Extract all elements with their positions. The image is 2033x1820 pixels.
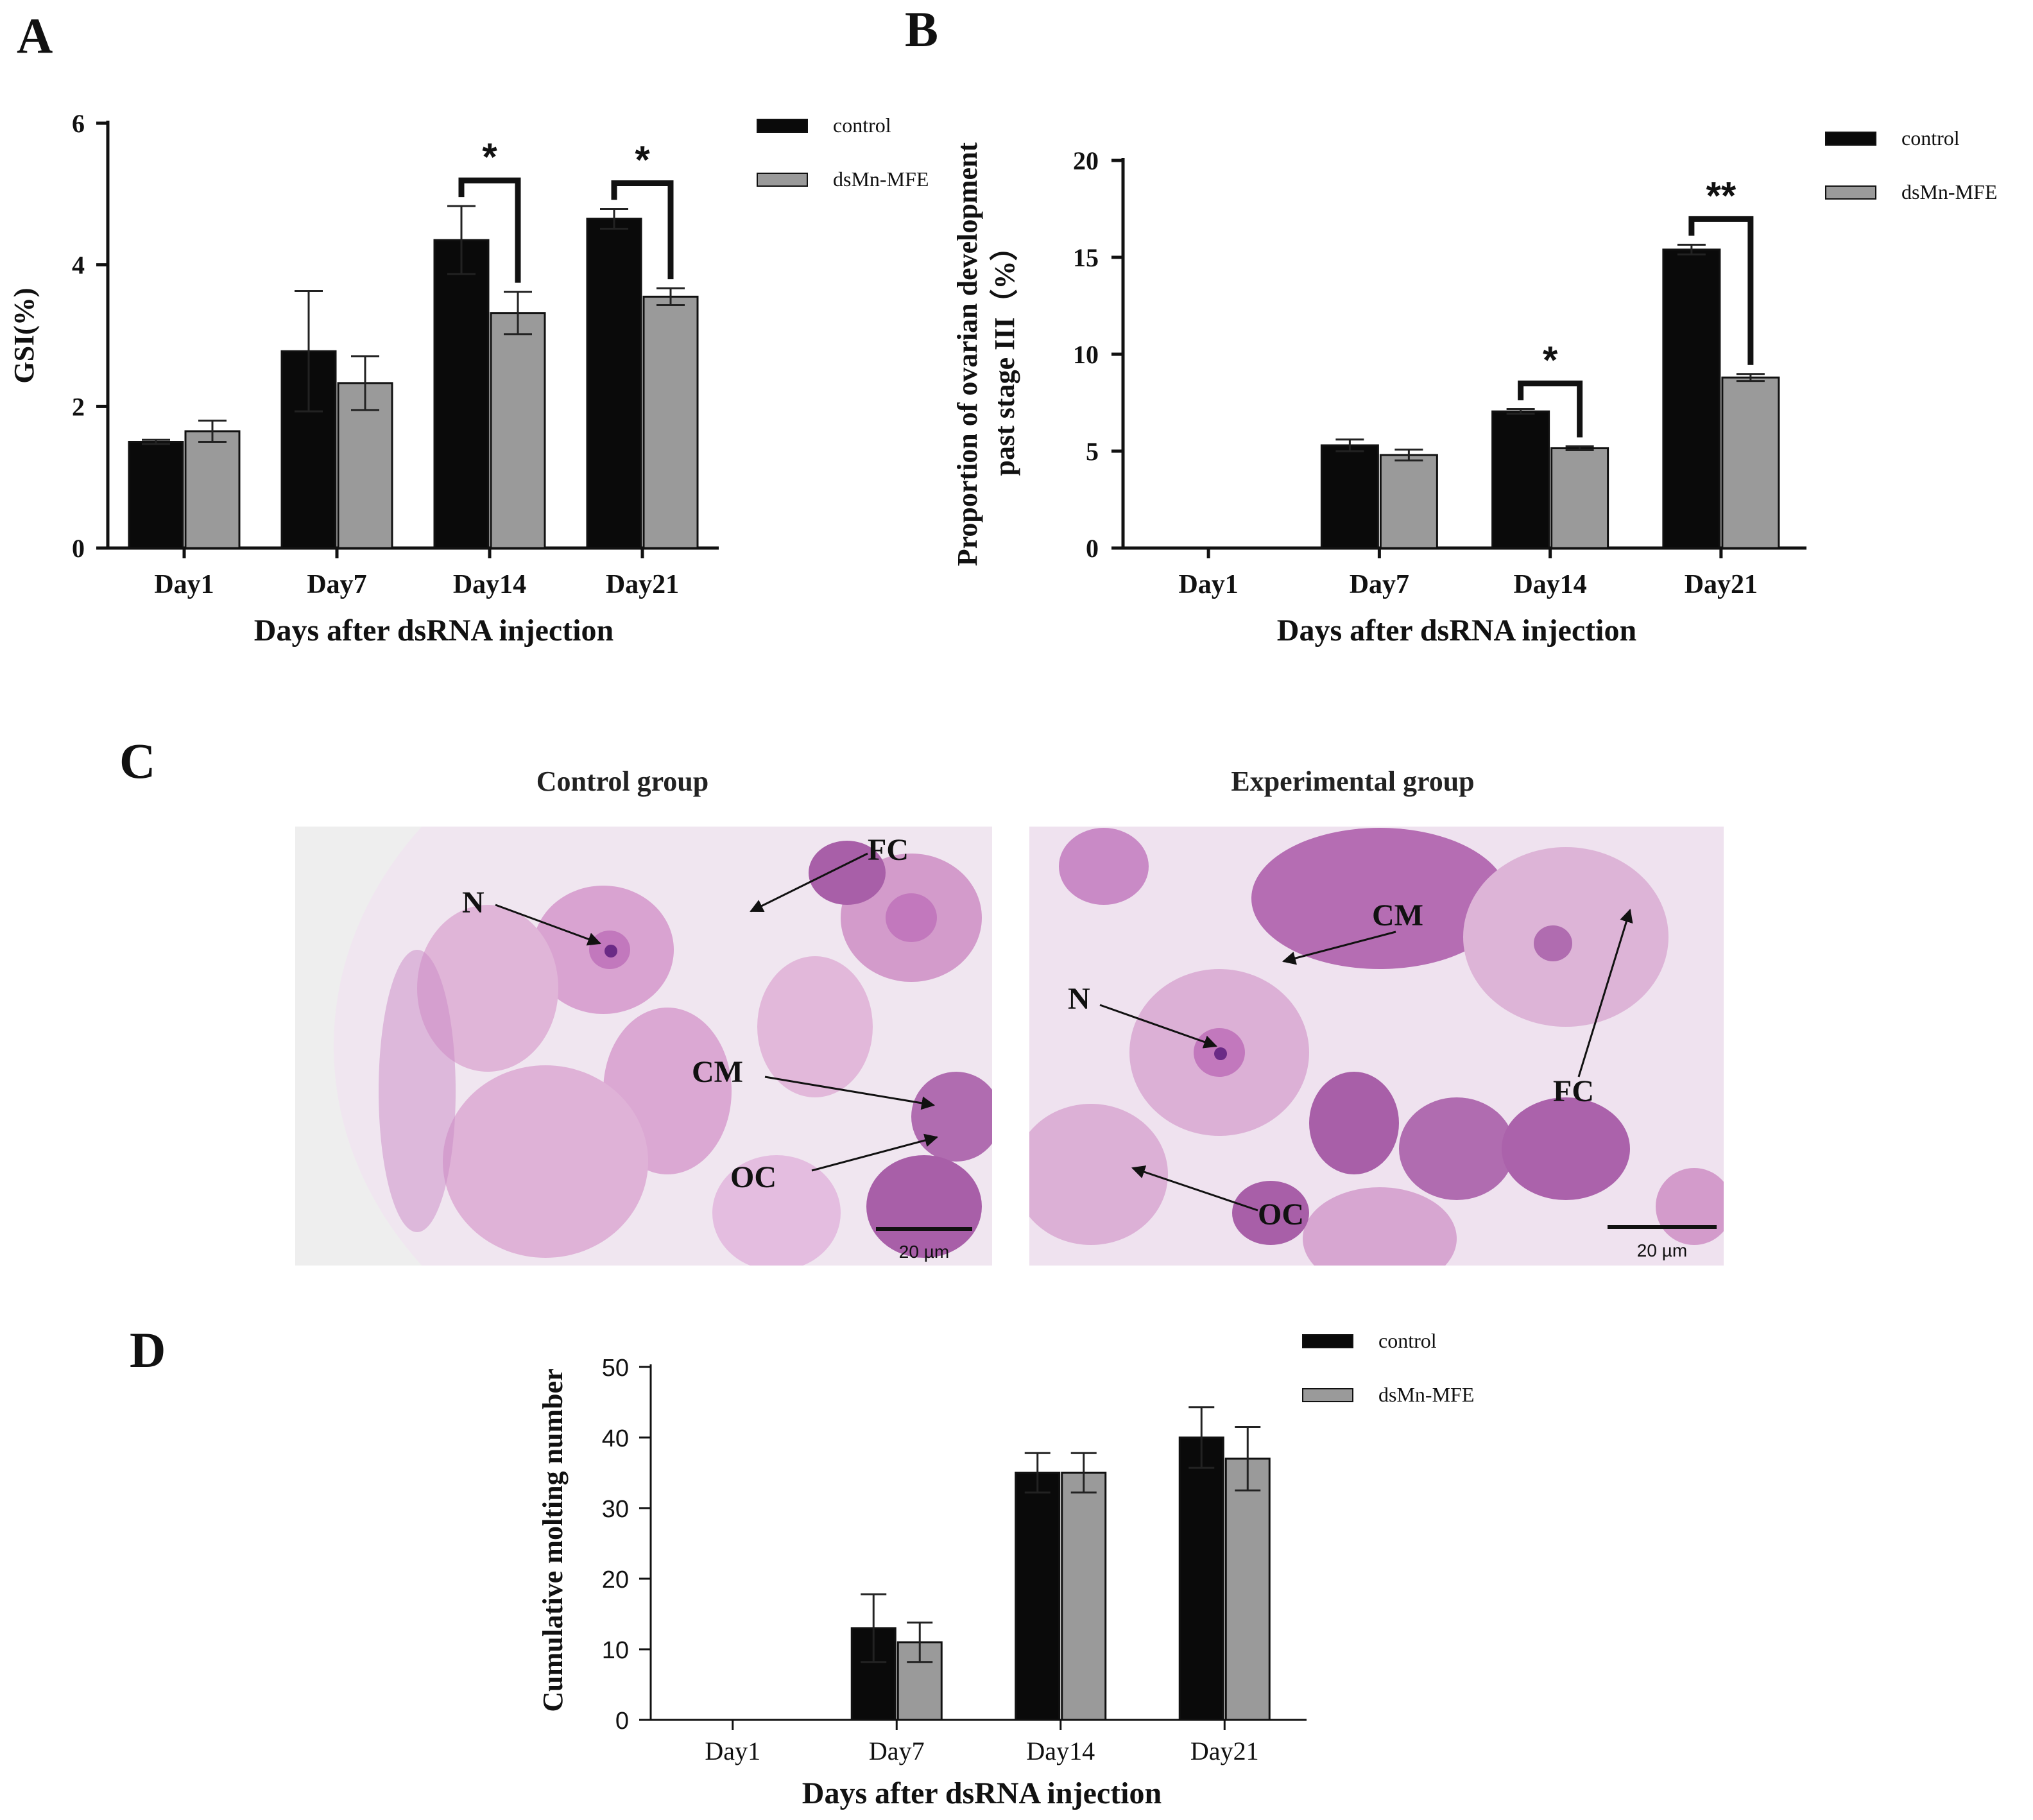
y-axis-label-line: past stage III（%） [989, 233, 1020, 476]
x-axis-label: Days after dsRNA injection [254, 614, 613, 648]
bar-control-day1 [128, 441, 184, 549]
label-oc-left: OC [730, 1160, 776, 1194]
x-tick-label: Day1 [154, 570, 214, 599]
bar-control-day14 [1015, 1472, 1061, 1721]
legend-swatch-control [757, 119, 808, 133]
significance-bracket [458, 177, 521, 283]
chart-molting: 0 10 20 30 40 50 Day1 Day7 Day14 Day21 control dsMn… [537, 1329, 1474, 1810]
x-tick-label: Day14 [453, 570, 526, 599]
x-axis-label: Days after dsRNA injection [1277, 614, 1636, 648]
bar-control-day7 [1320, 444, 1379, 549]
significance-label: * [635, 139, 650, 182]
bar-dsmn-mfe-day21 [1721, 376, 1780, 549]
bar-dsmn-mfe-day14 [490, 312, 546, 549]
y-tick-label: 5 [1086, 437, 1099, 466]
x-tick-label: Day21 [606, 570, 679, 599]
label-n-left: N [462, 886, 485, 920]
label-n-right: N [1068, 982, 1090, 1016]
panel-letter-a: A [17, 8, 53, 64]
significance-bracket [611, 180, 674, 280]
x-axis-label: Days after dsRNA injection [802, 1776, 1162, 1810]
y-tick-label: 4 [72, 251, 85, 280]
scale-bar-label-right: 20 µm [1637, 1241, 1687, 1260]
micrograph-panel: Control group Experimental group [295, 766, 1724, 1266]
bar-dsmn-mfe-day21 [1224, 1457, 1271, 1721]
x-tick-label: Day21 [1190, 1737, 1259, 1765]
y-tick-label: 15 [1073, 243, 1099, 272]
y-tick-label: 0 [72, 534, 85, 563]
legend-label-control: control [1378, 1329, 1437, 1352]
significance-bracket [1688, 216, 1754, 365]
bar-control-day21 [1662, 248, 1721, 549]
y-axis-label-line: GSI(%) [8, 288, 40, 383]
control-micrograph: 20 µm N FC CM OC [295, 827, 992, 1266]
control-group-title: Control group [536, 766, 709, 797]
bar-dsmn-mfe-day1 [184, 430, 241, 549]
panel-letter-b: B [905, 1, 938, 57]
y-tick-label: 10 [602, 1637, 629, 1664]
y-tick-label: 30 [602, 1496, 629, 1523]
legend-swatch-control [1302, 1334, 1353, 1348]
legend-label-control: control [1901, 126, 1960, 150]
x-tick-label: Day7 [869, 1737, 925, 1765]
legend-label-dsmn-mfe: dsMn-MFE [1901, 180, 1997, 203]
y-axis-label-line: Proportion of ovarian development [952, 142, 983, 566]
y-tick-label: 40 [602, 1425, 629, 1452]
y-tick-label: 50 [602, 1355, 629, 1382]
y-axis-label: GSI(%) [8, 288, 40, 383]
label-cm-left: CM [692, 1055, 743, 1089]
legend-label-dsmn-mfe: dsMn-MFE [833, 167, 929, 191]
legend-label-control: control [833, 114, 891, 137]
bar-control-day14 [433, 239, 490, 549]
y-tick-label: 20 [602, 1567, 629, 1593]
bar-dsmn-mfe-day14 [1061, 1472, 1107, 1721]
significance-label: ** [1706, 174, 1737, 217]
x-tick-label: Day14 [1513, 570, 1586, 599]
experimental-micrograph: 20 µm CM N FC OC [1029, 827, 1724, 1266]
label-oc-right: OC [1258, 1198, 1304, 1232]
y-tick-label: 0 [615, 1708, 629, 1735]
significance-label: * [482, 135, 497, 178]
bar-control-day7 [280, 350, 337, 549]
bar-dsmn-mfe-day7 [337, 382, 393, 549]
y-axis-label: Proportion of ovarian development past st… [952, 142, 1020, 566]
bar-control-day21 [586, 218, 642, 549]
label-fc-right: FC [1553, 1074, 1594, 1108]
x-tick-label: Day14 [1026, 1737, 1095, 1765]
legend-swatch-dsmn-mfe [757, 173, 808, 187]
y-tick-label: 6 [72, 109, 85, 138]
y-tick-label: 10 [1073, 340, 1099, 369]
y-tick-label: 2 [72, 392, 85, 421]
x-tick-label: Day21 [1685, 570, 1758, 599]
chart-gsi: 0 2 4 6 Day1 Day7 Day14 Day21 * * control dsMn-MFE D… [8, 109, 929, 648]
label-cm-right: CM [1372, 898, 1423, 932]
legend-swatch-dsmn-mfe [1825, 185, 1876, 200]
panel-letter-c: C [119, 733, 155, 789]
x-tick-label: Day1 [1178, 570, 1238, 599]
y-axis-label-line: Cumulative molting number [537, 1368, 569, 1712]
y-tick-label: 0 [1086, 534, 1099, 563]
legend-swatch-dsmn-mfe [1302, 1388, 1353, 1402]
x-tick-label: Day1 [705, 1737, 760, 1765]
x-tick-label: Day7 [307, 570, 366, 599]
label-fc-left: FC [868, 833, 909, 867]
bar-dsmn-mfe-day21 [642, 295, 699, 549]
bar-control-day21 [1178, 1436, 1224, 1721]
legend-swatch-control [1825, 132, 1876, 146]
bar-control-day14 [1491, 410, 1550, 549]
bar-dsmn-mfe-day14 [1550, 447, 1609, 549]
y-tick-label: 20 [1073, 146, 1099, 175]
x-tick-label: Day7 [1350, 570, 1409, 599]
significance-label: * [1543, 338, 1558, 381]
y-axis-label: Cumulative molting number [537, 1368, 569, 1712]
panel-letter-d: D [130, 1322, 166, 1378]
legend-label-dsmn-mfe: dsMn-MFE [1378, 1383, 1474, 1406]
bar-dsmn-mfe-day7 [1379, 454, 1438, 549]
scale-bar-label-left: 20 µm [899, 1242, 949, 1262]
significance-bracket [1518, 380, 1583, 438]
experimental-group-title: Experimental group [1231, 766, 1474, 797]
